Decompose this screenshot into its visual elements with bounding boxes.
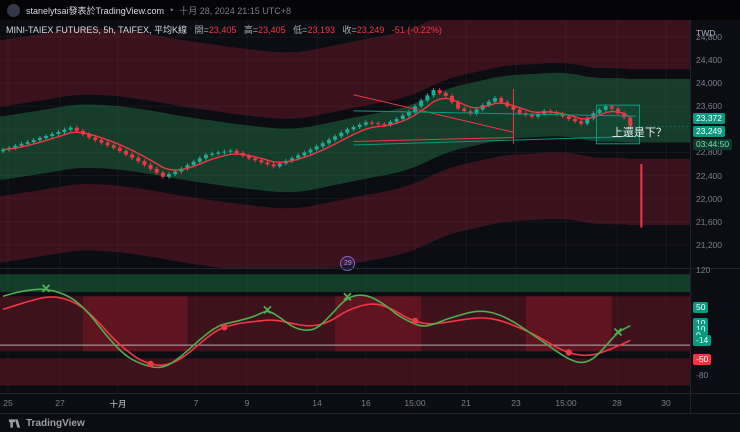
time-label: 21 <box>461 398 471 408</box>
pane-divider[interactable] <box>0 268 740 269</box>
highlight-box <box>595 104 641 145</box>
osc-markers-layer <box>41 284 623 368</box>
time-label: 28 <box>612 398 622 408</box>
osc-tick: -80 <box>696 370 709 380</box>
osc-red-line <box>2 296 631 367</box>
price-scale[interactable]: TWD 24,80024,40024,00023,60023,20022,800… <box>691 20 740 413</box>
last-price-badge: 23,249 <box>693 126 725 137</box>
osc-tick: 120 <box>696 265 711 275</box>
time-label: 16 <box>361 398 371 408</box>
text-annotation[interactable]: 上還是下？ <box>611 126 667 139</box>
main-price-chart[interactable] <box>0 20 690 268</box>
time-label: 十月 <box>109 399 127 409</box>
price-tick: 23,600 <box>696 101 722 112</box>
tradingview-wordmark[interactable]: TradingView <box>26 417 85 429</box>
osc-value-badge: 0 <box>693 329 704 341</box>
chart-legend: MINI-TAIEX FUTURES, 5h, TAIFEX, 平均K線 開=2… <box>6 23 442 36</box>
snapshot-timestamp: 十月 28, 2024 21:15 UTC+8 <box>179 5 292 16</box>
currency-label: TWD <box>696 28 716 38</box>
price-tick: 21,200 <box>696 239 722 250</box>
price-tick: 22,000 <box>696 193 722 204</box>
osc-value-badge: 10 <box>693 318 709 330</box>
osc-value-badge: 50 <box>693 301 709 313</box>
separator-dot: • <box>170 5 174 15</box>
axis-divider <box>0 393 740 394</box>
osc-green-line <box>2 288 631 369</box>
osc-value-badge: 10 <box>693 323 709 335</box>
change-value: -51 (-0.22%) <box>391 25 442 35</box>
price-tick: 24,800 <box>696 31 722 42</box>
price-tick: 24,400 <box>696 55 722 66</box>
ohlc-close: 收=23,249 <box>342 25 385 35</box>
chart-container: MINI-TAIEX FUTURES, 5h, TAIFEX, 平均K線 開=2… <box>0 20 740 413</box>
scale-divider <box>690 20 691 413</box>
osc-value-badge: -14 <box>693 335 712 347</box>
time-label: 15:00 <box>404 398 426 408</box>
osc-value-badge: -50 <box>693 354 712 366</box>
time-label: 14 <box>312 398 322 408</box>
time-label: 23 <box>511 398 521 408</box>
attribution-bar: stanelytsai發表於TradingView.com • 十月 28, 2… <box>0 0 740 20</box>
price-tick: 21,600 <box>696 216 722 227</box>
oscillator-chart[interactable] <box>0 270 690 394</box>
main-price-pane: MINI-TAIEX FUTURES, 5h, TAIFEX, 平均K線 開=2… <box>0 20 690 272</box>
time-label: 15:00 <box>555 398 577 408</box>
time-label: 9 <box>244 398 250 408</box>
price-tick: 24,000 <box>696 78 722 89</box>
footer-bar: TradingView <box>0 413 740 432</box>
drawings-layer <box>353 88 690 228</box>
countdown-badge: 03:44:50 <box>693 139 733 150</box>
author-link[interactable]: stanelytsai發表於TradingView.com <box>26 5 165 16</box>
ma-line <box>2 97 631 171</box>
trend-bands-layer <box>0 20 690 268</box>
time-label: 27 <box>55 398 65 408</box>
price-tick: 22,400 <box>696 170 722 181</box>
user-avatar[interactable] <box>7 3 20 17</box>
price-tick: 22,800 <box>696 147 722 158</box>
symbol-title: MINI-TAIEX FUTURES, 5h, TAIFEX, 平均K線 <box>6 25 188 35</box>
tradingview-logo-icon[interactable] <box>8 417 21 430</box>
ohlc-low: 低=23,193 <box>293 25 335 35</box>
time-label: 30 <box>661 398 671 408</box>
oscillator-pane <box>0 270 690 394</box>
time-scale[interactable]: 25 27 十月 7 9 14 16 15:00 21 23 15:00 28 30 <box>0 394 690 413</box>
event-marker-icon[interactable]: 29 <box>340 256 356 272</box>
ma-value-badge: 23,372 <box>693 113 725 124</box>
ohlc-high: 高=23,405 <box>243 25 286 35</box>
ohlc-open: 開=23,405 <box>194 25 237 35</box>
grid-layer <box>0 20 690 268</box>
time-label: 7 <box>193 398 199 408</box>
time-label: 25 <box>3 398 13 408</box>
